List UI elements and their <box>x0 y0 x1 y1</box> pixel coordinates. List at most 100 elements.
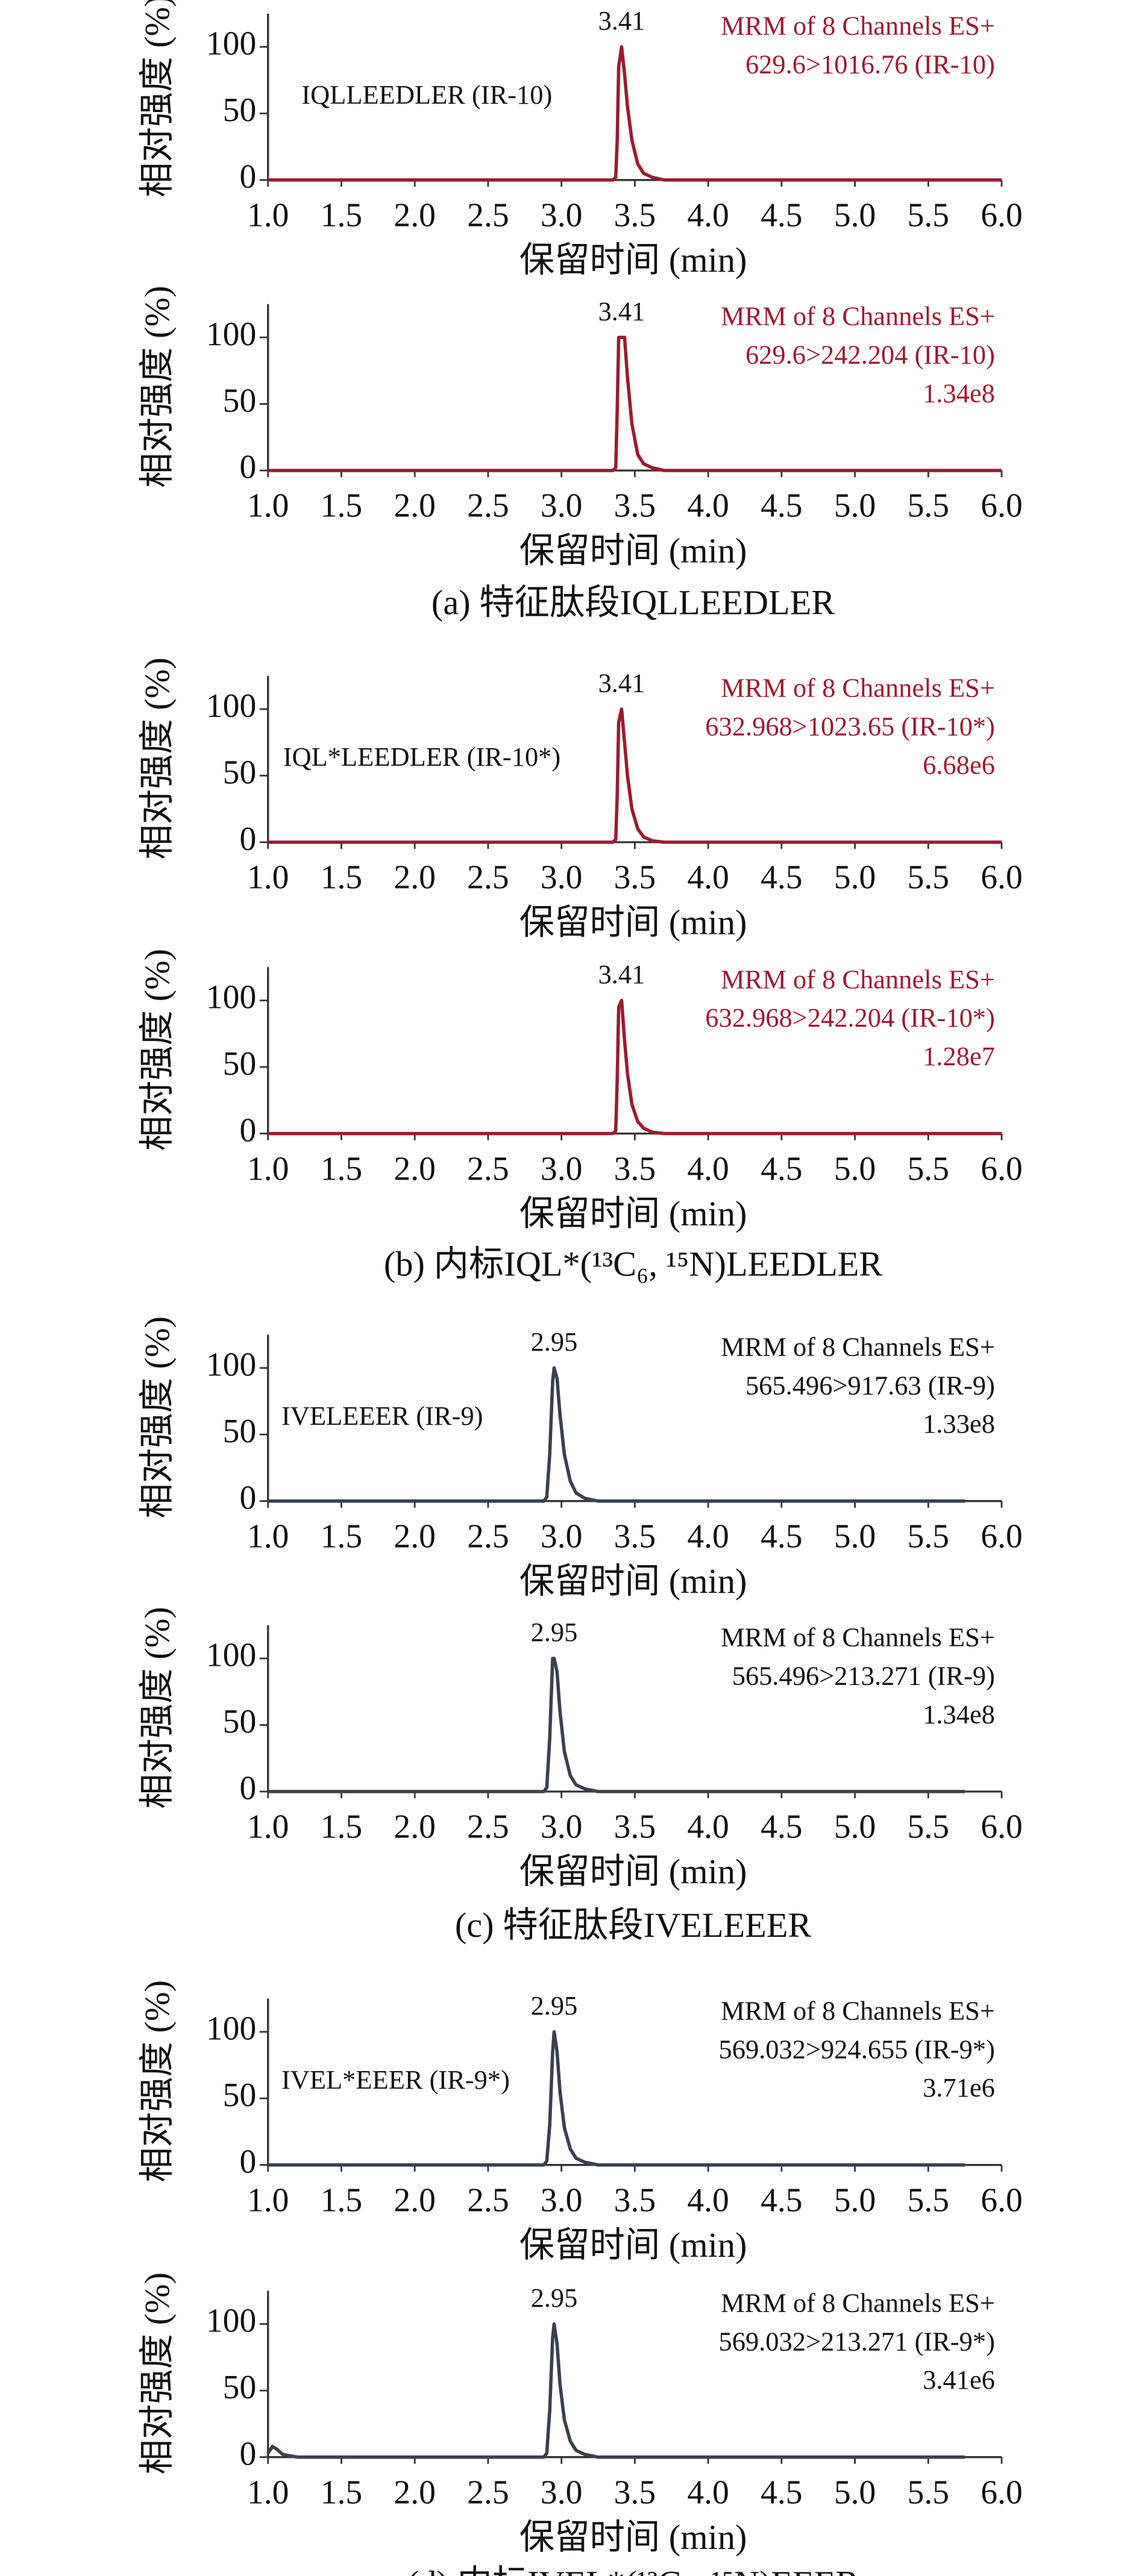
y-axis-title: 相对强度 (%) <box>137 657 177 860</box>
compound-label: IVEL*EEER (IR-9*) <box>281 2065 510 2095</box>
y-tick-label: 50 <box>223 2369 257 2406</box>
chromatogram-line <box>268 998 1002 1136</box>
x-tick-label: 2.0 <box>394 487 435 525</box>
channel-info: 1.34e8 <box>923 1699 995 1729</box>
y-axis-title: 相对强度 (%) <box>137 2272 177 2475</box>
x-axis-title: 保留时间 (min) <box>519 1194 747 1233</box>
x-tick-label: 2.0 <box>394 859 435 896</box>
x-tick-label: 4.0 <box>687 859 729 896</box>
x-tick-label: 6.0 <box>981 487 1022 525</box>
peak-label: 2.95 <box>531 1327 578 1357</box>
x-tick-label: 6.0 <box>981 2474 1022 2511</box>
chromatogram-line <box>268 1366 965 1503</box>
x-tick-label: 5.0 <box>834 2181 876 2219</box>
x-tick-label: 1.5 <box>321 2181 362 2219</box>
x-tick-label: 1.5 <box>321 196 362 234</box>
peak-label: 3.41 <box>598 959 645 989</box>
x-tick-label: 2.0 <box>394 2474 435 2511</box>
y-axis-title: 相对强度 (%) <box>137 949 177 1151</box>
x-tick-label: 2.5 <box>467 2181 509 2219</box>
x-tick-label: 6.0 <box>981 1809 1022 1846</box>
x-tick-label: 1.0 <box>247 859 289 896</box>
y-tick-label: 100 <box>206 978 256 1016</box>
x-tick-label: 1.0 <box>247 2181 289 2219</box>
x-tick-label: 6.0 <box>981 1518 1022 1555</box>
y-tick-label: 100 <box>206 687 256 725</box>
x-axis-title: 保留时间 (min) <box>519 1852 747 1891</box>
chromatogram-line <box>268 1657 965 1793</box>
x-tick-label: 2.5 <box>467 1518 509 1555</box>
channel-info: 565.496>213.271 (IR-9) <box>732 1660 995 1690</box>
x-tick-label: 1.0 <box>247 196 289 234</box>
y-tick-label: 0 <box>239 1111 256 1149</box>
channel-info: 569.032>213.271 (IR-9*) <box>718 2326 994 2356</box>
x-tick-label: 2.5 <box>467 1809 509 1846</box>
x-tick-label: 5.0 <box>834 487 876 525</box>
x-tick-label: 4.5 <box>761 1809 802 1846</box>
x-tick-label: 5.0 <box>834 196 876 234</box>
x-tick-label: 1.5 <box>321 1150 362 1187</box>
peak-label: 2.95 <box>531 2283 578 2313</box>
x-tick-label: 3.5 <box>614 2181 656 2219</box>
compound-label: IVELEEER (IR-9) <box>281 1401 483 1431</box>
x-axis-title: 保留时间 (min) <box>519 902 747 942</box>
y-tick-label: 0 <box>239 2143 256 2180</box>
x-tick-label: 5.5 <box>908 1150 949 1187</box>
x-tick-label: 2.5 <box>467 2474 509 2511</box>
x-tick-label: 3.5 <box>614 1150 656 1187</box>
y-tick-label: 50 <box>223 2077 257 2114</box>
caption: (b) 内标IQL*(¹³C₆, ¹⁵N)LEEDLER <box>384 1244 882 1283</box>
chromatogram-line <box>266 2322 965 2459</box>
x-tick-label: 3.0 <box>541 1150 582 1187</box>
channel-info: 629.6>242.204 (IR-10) <box>745 340 995 370</box>
x-tick-label: 5.0 <box>834 1150 876 1187</box>
channel-info: 3.71e6 <box>923 2072 995 2102</box>
channel-info: 632.968>242.204 (IR-10*) <box>705 1002 995 1033</box>
x-tick-label: 1.5 <box>321 487 362 525</box>
x-tick-label: 4.5 <box>761 2181 802 2219</box>
y-axis-title: 相对强度 (%) <box>137 1980 177 2183</box>
y-tick-label: 50 <box>223 92 257 129</box>
x-tick-label: 1.0 <box>247 1809 289 1846</box>
x-tick-label: 3.0 <box>541 487 582 525</box>
x-tick-label: 4.5 <box>761 196 802 234</box>
x-tick-label: 3.5 <box>614 2474 656 2511</box>
x-tick-label: 2.0 <box>394 1150 435 1187</box>
x-tick-label: 6.0 <box>981 1150 1022 1187</box>
channel-info: 629.6>1016.76 (IR-10) <box>745 49 995 79</box>
x-tick-label: 3.5 <box>614 1809 656 1846</box>
caption: (a) 特征肽段IQLLEEDLER <box>431 583 835 622</box>
peak-label: 3.41 <box>598 667 645 698</box>
y-axis-title: 相对强度 (%) <box>137 1316 177 1519</box>
y-tick-label: 0 <box>239 158 256 196</box>
x-tick-label: 3.5 <box>614 1518 656 1555</box>
x-tick-label: 4.0 <box>687 487 729 525</box>
y-tick-label: 0 <box>239 449 256 486</box>
x-tick-label: 2.5 <box>467 1150 509 1187</box>
y-tick-label: 50 <box>223 1413 257 1450</box>
x-axis-title: 保留时间 (min) <box>519 2518 747 2557</box>
y-tick-label: 100 <box>206 2302 256 2339</box>
channel-info: MRM of 8 Channels ES+ <box>721 2287 995 2318</box>
x-tick-label: 2.5 <box>467 196 509 234</box>
peak-label: 2.95 <box>531 1990 578 2021</box>
x-tick-label: 3.0 <box>541 1809 582 1846</box>
x-tick-label: 5.5 <box>908 1518 949 1555</box>
x-tick-label: 3.0 <box>541 1518 582 1555</box>
channel-info: MRM of 8 Channels ES+ <box>721 1995 995 2025</box>
x-tick-label: 5.5 <box>908 2181 949 2219</box>
x-tick-label: 4.5 <box>761 859 802 896</box>
x-tick-label: 4.0 <box>687 2474 729 2511</box>
chromatogram-line <box>268 45 1002 182</box>
channel-info: 1.28e7 <box>923 1041 995 1071</box>
x-axis-title: 保留时间 (min) <box>519 2225 747 2265</box>
x-tick-label: 1.0 <box>247 2474 289 2511</box>
x-tick-label: 5.0 <box>834 1518 876 1555</box>
x-tick-label: 4.5 <box>761 2474 802 2511</box>
channel-info: 1.34e8 <box>923 378 995 408</box>
channel-info: 3.41e6 <box>923 2365 995 2395</box>
x-tick-label: 2.5 <box>467 859 509 896</box>
y-axis-title: 相对强度 (%) <box>137 286 177 488</box>
y-tick-label: 0 <box>239 1479 256 1516</box>
